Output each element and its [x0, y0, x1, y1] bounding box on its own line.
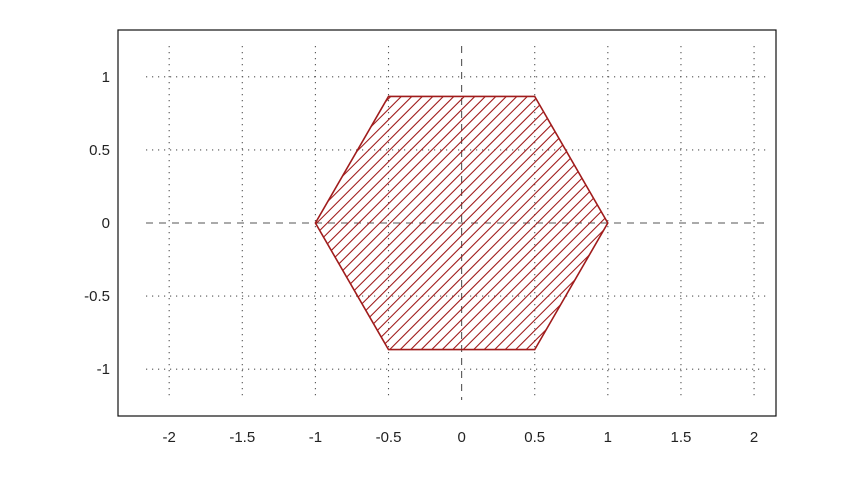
hatch-line [513, 96, 608, 350]
hatch-line [839, 94, 853, 351]
hatch-line [450, 96, 608, 350]
hatch-line [315, 96, 520, 350]
x-tick-label: -0.5 [376, 429, 402, 446]
hatch-line [787, 94, 853, 351]
hatch-line [315, 96, 488, 350]
hatch-line [734, 94, 853, 351]
x-tick-labels: -2 -1.5 -1 -0.5 0 0.5 1 1.5 2 [163, 429, 759, 446]
hatch-line [597, 96, 608, 350]
y-tick-labels: 1 0.5 0 -0.5 -1 [84, 69, 110, 378]
y-tick-label: 0.5 [89, 142, 110, 159]
y-tick-label: 1 [102, 69, 110, 86]
hatch-line [629, 94, 853, 351]
y-tick-label: 0 [102, 215, 110, 232]
x-tick-label: 0.5 [524, 429, 545, 446]
x-tick-label: -1.5 [229, 429, 255, 446]
hatch-line [460, 96, 608, 350]
hatch-line [776, 94, 853, 351]
hatch-line [315, 96, 404, 350]
hatch-line [661, 94, 853, 351]
y-tick-label: -1 [97, 361, 110, 378]
hatch-line [766, 94, 853, 351]
x-tick-label: 1.5 [671, 429, 692, 446]
hatch-line [471, 96, 608, 350]
hatch-line [315, 96, 415, 350]
hatch-line [703, 94, 853, 351]
hatch-line [376, 96, 608, 350]
hatch-line [315, 96, 425, 350]
hatch-line [724, 94, 853, 351]
y-tick-label: -0.5 [84, 288, 110, 305]
hatch-line [755, 94, 853, 351]
hatch-line [315, 96, 467, 350]
hatch-line [315, 96, 478, 350]
hatch-line [534, 96, 608, 350]
hatch-line [324, 96, 583, 350]
hatch-line [315, 96, 457, 350]
hatch-line [366, 96, 608, 350]
hatch-line [492, 96, 608, 350]
hatch-line [429, 96, 608, 350]
hatch-line [315, 96, 362, 350]
hatch-line [315, 96, 509, 350]
plot-frame [117, 29, 777, 417]
hatch-line [850, 94, 853, 351]
x-tick-label: 1 [604, 429, 612, 446]
hatch-line [818, 94, 853, 351]
hatch-line [418, 96, 608, 350]
x-tick-label: 0 [457, 429, 465, 446]
hatch-line [808, 94, 853, 351]
hatch-line [315, 96, 572, 350]
hatch-line [586, 96, 608, 350]
x-tick-label: -1 [309, 429, 322, 446]
hatch-line [334, 96, 593, 350]
zero-axes [146, 46, 770, 400]
hatch-line [397, 96, 608, 350]
hatch-line [315, 96, 352, 350]
hatch-line [439, 96, 608, 350]
hatch-line [481, 96, 608, 350]
hatch-line [692, 94, 853, 351]
hatch-line [315, 96, 499, 350]
hatch-line [829, 94, 853, 351]
hatch-line [315, 96, 436, 350]
hatch-line [797, 94, 853, 351]
x-tick-label: -2 [163, 429, 176, 446]
hatch-line [315, 96, 530, 350]
hatch-line [408, 96, 608, 350]
x-tick-label: 2 [750, 429, 758, 446]
hatch-line [502, 96, 608, 350]
hatch-line [315, 96, 446, 350]
